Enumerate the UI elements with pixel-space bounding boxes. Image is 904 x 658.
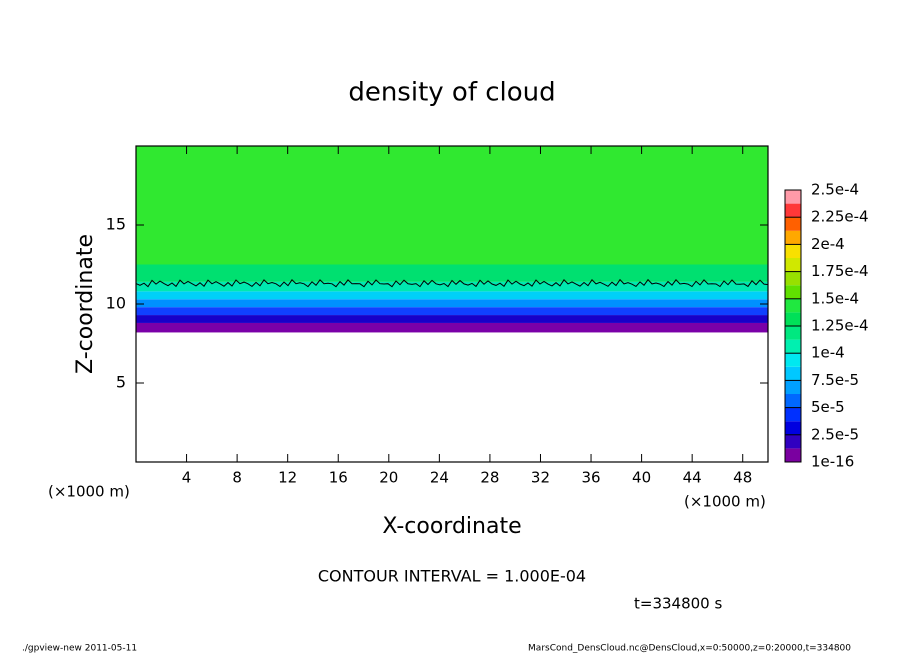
colorbar-cell [785, 203, 801, 218]
field-band [136, 146, 768, 265]
colorbar-label: 2.5e-4 [811, 181, 859, 199]
colorbar-cell [785, 258, 801, 272]
colorbar-label: 1.75e-4 [811, 262, 869, 280]
footer-left: ./gpview-new 2011-05-11 [22, 644, 137, 654]
y-tick-label: 10 [106, 294, 126, 313]
colorbar-label: 2.5e-5 [811, 425, 859, 443]
colorbar-cell [785, 339, 801, 354]
colorbar-label: 7.5e-5 [811, 371, 859, 389]
x-tick-label: 12 [278, 469, 297, 487]
x-tick-label: 24 [430, 469, 449, 487]
x-tick-label: 44 [683, 469, 702, 487]
contour-line [135, 278, 769, 288]
x-unit: (×1000 m) [48, 483, 130, 501]
field-band [136, 299, 768, 308]
y-tick-label: 5 [116, 373, 126, 392]
colorbar-label: 1e-4 [811, 344, 845, 362]
x-tick-label: 36 [581, 469, 600, 487]
field-band [136, 322, 768, 333]
colorbar-cell [785, 421, 801, 435]
field-band [136, 291, 768, 300]
time-note: t=334800 s [634, 595, 722, 613]
x-tick-label: 40 [632, 469, 651, 487]
field-band [136, 264, 768, 282]
colorbar-cell [785, 285, 801, 299]
colorbar-label: 1e-16 [811, 453, 854, 471]
field-band [136, 307, 768, 316]
x-tick-label: 32 [531, 469, 550, 487]
colorbar-label: 1.25e-4 [811, 317, 869, 335]
colorbar-cell [785, 230, 801, 245]
y-axis-label: Z-coordinate [73, 234, 98, 374]
colorbar-cell [785, 217, 801, 231]
field-band [136, 315, 768, 323]
colorbar-label: 2.25e-4 [811, 208, 869, 226]
colorbar-cell [785, 380, 801, 394]
colorbar-cell [785, 298, 801, 313]
x-tick-label: 16 [329, 469, 348, 487]
colorbar-cell [785, 353, 801, 367]
colorbar-cell [785, 394, 801, 408]
colorbar-label: 5e-5 [811, 398, 845, 416]
x-tick-label: 48 [733, 469, 752, 487]
colorbar-label: 2e-4 [811, 235, 845, 253]
colorbar-cell [785, 434, 801, 449]
x-axis-label: X-coordinate [382, 514, 521, 539]
x-tick-label: 8 [232, 469, 242, 487]
x-tick-label: 4 [182, 469, 192, 487]
colorbar-cell [785, 448, 801, 462]
x-tick-label: 20 [379, 469, 398, 487]
colorbar-cell [785, 326, 801, 340]
colorbar-label: 1.5e-4 [811, 289, 859, 307]
x-unit-right: (×1000 m) [684, 493, 766, 511]
colorbar-cell [785, 407, 801, 422]
colorbar-cell [785, 366, 801, 381]
x-tick-label: 28 [480, 469, 499, 487]
colorbar-cell [785, 312, 801, 326]
colorbar-cell [785, 244, 801, 258]
contour-note: CONTOUR INTERVAL = 1.000E-04 [318, 567, 586, 586]
footer-right: MarsCond_DensCloud.nc@DensCloud,x=0:5000… [528, 644, 851, 654]
chart-title: density of cloud [348, 78, 555, 108]
colorbar-cell [785, 271, 801, 286]
y-tick-label: 15 [106, 215, 126, 234]
colorbar-cell [785, 190, 801, 204]
field-band [136, 281, 768, 292]
